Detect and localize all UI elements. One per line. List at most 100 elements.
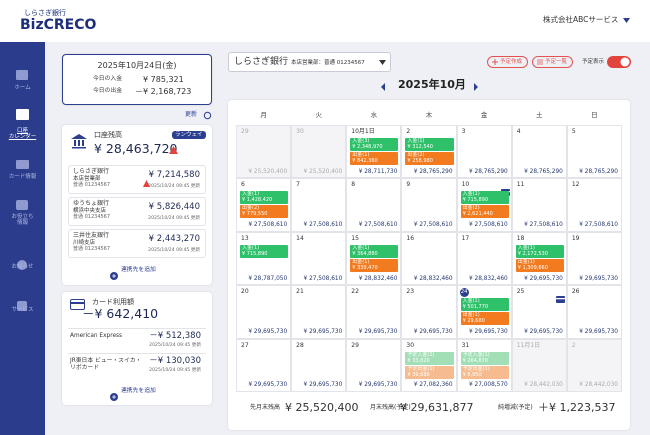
event[interactable]: 予定出金(1) ¥ 8,950 <box>460 365 509 379</box>
add-link[interactable]: 連携先を追加 <box>121 388 156 394</box>
day-cell[interactable]: 8 ¥ 27,508,610 <box>346 178 402 232</box>
account-item[interactable]: しらさぎ銀行 本店営業部 普通 01234567 ¥ 7,214,580 2025/10… <box>68 165 206 194</box>
account-branch: 川崎支店 <box>73 240 96 246</box>
day-cell[interactable]: 14 ¥ 27,508,610 <box>291 231 347 286</box>
day-balance: ¥ 29,695,730 <box>413 328 453 335</box>
event[interactable]: 入金(1) ¥ 2,172,530 <box>515 244 564 258</box>
day-cell[interactable]: 5 ¥ 28,765,290 <box>566 125 622 179</box>
day-cell[interactable]: 10月1日 入金(3) ¥ 2,348,970 出金(1) ¥ 842,360 ¥ 28,… <box>346 125 402 179</box>
day-cell[interactable]: 22 ¥ 29,695,730 <box>346 285 402 339</box>
day-cell[interactable]: 28 ¥ 29,695,730 <box>291 338 347 392</box>
event[interactable]: 入金(1) ¥ 715,890 <box>240 244 289 258</box>
toggle[interactable] <box>607 56 631 68</box>
refresh-icon[interactable] <box>203 111 212 120</box>
day-cell[interactable]: 15 入金(1) ¥ 364,880 出金(1) ¥ 339,470 ¥ 28,832,4… <box>346 231 402 286</box>
event[interactable]: 入金(1) ¥ 1,428,420 <box>240 191 289 205</box>
event[interactable]: 入金(1) ¥ 312,540 <box>405 138 454 151</box>
day-balance: ¥ 27,508,610 <box>358 222 398 229</box>
create-button[interactable]: 予定作成 <box>487 56 529 68</box>
nav-calendar[interactable]: 口座 カレンダー <box>8 128 37 141</box>
nav-card[interactable]: カード情報 <box>8 174 37 180</box>
prev-label: 先月末残高 <box>250 404 281 411</box>
logo[interactable]: BizCRECO <box>20 17 97 33</box>
add-link[interactable]: 連携先を追加 <box>121 267 156 273</box>
event[interactable]: 出金(2) ¥ 2,621,440 <box>460 205 509 219</box>
day-cell[interactable]: 2 ¥ 28,442,030 <box>566 338 622 392</box>
day-cell[interactable]: 10 入金(1) ¥ 715,890 出金(2) ¥ 2,621,440 ¥ 27,508… <box>456 178 512 232</box>
day-number: 9 <box>406 181 411 189</box>
day-cell[interactable]: 26 ¥ 29,695,730 <box>566 285 622 339</box>
event[interactable]: 入金(1) ¥ 715,890 <box>460 191 509 205</box>
event[interactable]: 出金(1) ¥ 842,360 <box>350 152 399 165</box>
runway-badge[interactable]: ランウェイ <box>172 131 206 140</box>
event[interactable]: 入金(1) ¥ 501,770 <box>460 298 509 312</box>
balance-title: 口座残高 <box>94 131 122 139</box>
event[interactable]: 出金(2) ¥ 258,980 <box>405 152 454 165</box>
weekday: 土 <box>536 111 543 119</box>
day-cell[interactable]: 29 ¥ 29,695,730 <box>346 338 402 392</box>
event[interactable]: 入金(1) ¥ 364,880 <box>350 244 399 258</box>
day-cell[interactable]: 11 ¥ 27,508,610 <box>511 178 567 232</box>
list-button[interactable]: 予定一覧 <box>532 56 574 68</box>
toggle-label: 予定表示 <box>582 59 605 65</box>
day-cell[interactable]: 30 ¥ 25,520,400 <box>291 125 347 179</box>
day-cell[interactable]: 31 予定入金(1) ¥ 264,870 予定出金(1) ¥ 8,950 ¥ 27,008… <box>456 338 512 392</box>
day-cell[interactable]: 18 入金(1) ¥ 2,172,530 出金(1) ¥ 1,309,660 ¥ 29,6… <box>511 231 567 286</box>
day-cell[interactable]: 7 ¥ 27,508,610 <box>291 178 347 232</box>
nav-home[interactable]: ホーム <box>14 85 31 91</box>
day-cell[interactable]: 16 ¥ 28,832,460 <box>401 231 457 286</box>
card-item[interactable]: JR東日本 ビュー・スイカ・リボカード －¥ 130,030 2025/10/24 … <box>68 353 206 376</box>
account-item[interactable]: ゆうちょ銀行 横浜中央支店 普通 01234567 ¥ 5,826,440 2025/1… <box>68 197 206 226</box>
day-cell[interactable]: 25 ¥ 29,695,730 <box>511 285 567 339</box>
event[interactable]: 予定出金(1) ¥ 39,680 <box>405 365 454 379</box>
dropdown-icon <box>623 18 630 23</box>
account-bank: しらさぎ銀行 <box>73 168 110 175</box>
card-item[interactable]: American Express －¥ 512,380 2025/10/24 09:… <box>68 328 206 351</box>
account-item[interactable]: 三井住友銀行 川崎支店 普通 01234567 ¥ 2,443,270 2025/10/… <box>68 229 206 258</box>
day-cell[interactable]: 9 ¥ 27,508,610 <box>401 178 457 232</box>
day-cell[interactable]: 11月1日 ¥ 28,442,030 <box>511 338 567 392</box>
side-nav: ホーム 口座 カレンダー カード情報 お役立ち 情報 お知らせ サービス <box>0 42 45 435</box>
refresh[interactable]: 更新 <box>185 111 198 118</box>
bank-name: しらさぎ銀行 <box>24 9 66 17</box>
day-cell[interactable]: 19 ¥ 29,695,730 <box>566 231 622 286</box>
event[interactable]: 予定入金(1) ¥ 33,820 <box>405 351 454 365</box>
event-amount: ¥ 715,890 <box>462 197 489 204</box>
day-cell[interactable]: 29 ¥ 25,520,400 <box>236 125 292 179</box>
day-cell[interactable]: 21 ¥ 29,695,730 <box>291 285 347 339</box>
day-cell[interactable]: 3 ¥ 28,765,290 <box>456 125 512 179</box>
event[interactable]: 入金(3) ¥ 2,348,970 <box>350 138 399 151</box>
day-cell[interactable]: 2 入金(1) ¥ 312,540 出金(2) ¥ 258,980 ¥ 28,765,29… <box>401 125 457 179</box>
event[interactable]: 出金(1) ¥ 339,470 <box>350 258 399 272</box>
bank-icon <box>71 134 87 149</box>
nav-info[interactable]: お役立ち 情報 <box>11 214 34 227</box>
day-cell[interactable]: 20 ¥ 29,695,730 <box>236 285 292 339</box>
account-amount: ¥ 7,214,580 <box>148 170 200 180</box>
day-cell[interactable]: 13 入金(1) ¥ 715,890 ¥ 28,787,050 <box>236 231 292 286</box>
event[interactable]: 出金(1) ¥ 1,309,660 <box>515 258 564 272</box>
nav-news[interactable]: お知らせ <box>11 264 34 270</box>
event[interactable]: 出金(1) ¥ 29,680 <box>460 312 509 326</box>
day-cell[interactable]: 30 予定入金(1) ¥ 33,820 予定出金(1) ¥ 39,680 ¥ 27,082… <box>401 338 457 392</box>
day-number: 12 <box>571 181 580 189</box>
event-amount: ¥ 258,980 <box>407 158 433 164</box>
company[interactable]: 株式会社ABCサービス <box>543 15 619 24</box>
day-cell[interactable]: 6 入金(1) ¥ 1,428,420 出金(2) ¥ 779,550 ¥ 27,508,… <box>236 178 292 232</box>
account-select[interactable]: しらさぎ銀行 本店営業部：普通 01234567 <box>228 52 391 72</box>
day-number: 29 <box>241 128 249 135</box>
nav-service[interactable]: サービス <box>11 307 34 313</box>
day-cell[interactable]: 27 ¥ 29,695,730 <box>236 338 292 392</box>
event[interactable]: 予定入金(1) ¥ 264,870 <box>460 351 509 365</box>
day-cell[interactable]: 4 ¥ 28,765,290 <box>511 125 567 179</box>
today-box: 2025年10月24日(金) 今日の入金 ¥ 785,321 今日の出金 －¥ … <box>62 54 212 105</box>
event-label: 入金(1) <box>242 191 260 198</box>
day-cell[interactable]: 17 ¥ 28,832,460 <box>456 231 512 286</box>
event-amount: ¥ 264,870 <box>462 357 489 364</box>
event-label: 出金(1) <box>352 152 370 158</box>
event[interactable]: 出金(2) ¥ 779,550 <box>240 205 289 219</box>
header: しらさぎ銀行 BizCRECO 株式会社ABCサービス <box>0 0 650 42</box>
day-cell[interactable]: 23 ¥ 29,695,730 <box>401 285 457 339</box>
card-amount: －¥ 130,030 <box>149 356 201 366</box>
day-cell[interactable]: 24 入金(1) ¥ 501,770 出金(1) ¥ 29,680 ¥ 29,695,73… <box>456 285 512 339</box>
day-cell[interactable]: 12 ¥ 27,508,610 <box>566 178 622 232</box>
